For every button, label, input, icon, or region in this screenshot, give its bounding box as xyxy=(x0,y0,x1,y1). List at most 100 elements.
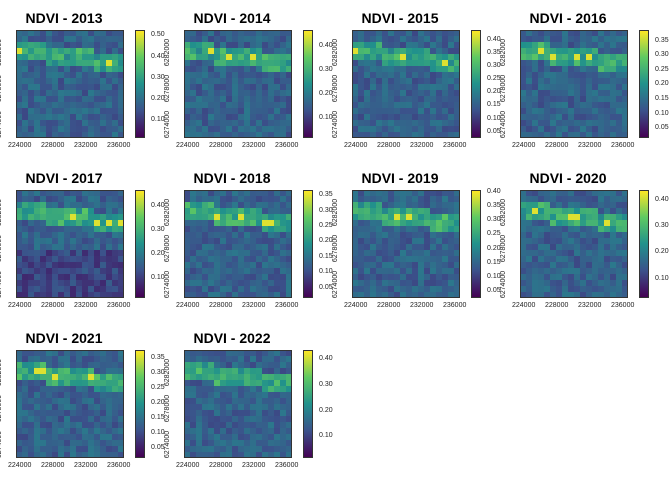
raster-cell xyxy=(400,214,407,221)
raster-cell xyxy=(208,404,215,411)
raster-cell xyxy=(550,108,557,115)
raster-cell xyxy=(622,108,628,115)
raster-cell xyxy=(592,214,599,221)
raster-cell xyxy=(610,244,617,251)
raster-cell xyxy=(196,280,203,287)
raster-cell xyxy=(358,226,365,233)
raster-cell xyxy=(250,398,257,405)
colorbar-tick-label: 0.30 xyxy=(151,73,165,81)
raster-cell xyxy=(592,256,599,263)
raster-cell xyxy=(274,102,281,109)
raster-cell xyxy=(574,54,581,61)
colorbar-tick-label: 0.40 xyxy=(655,195,669,203)
raster-cell xyxy=(52,362,59,369)
raster-cell xyxy=(370,114,377,121)
raster-cell xyxy=(190,292,197,298)
raster-cell xyxy=(214,380,221,387)
ndvi-raster xyxy=(352,30,460,138)
raster-cell xyxy=(28,250,35,257)
raster-cell xyxy=(574,292,581,298)
raster-cell xyxy=(532,42,539,49)
raster-cell xyxy=(436,202,443,209)
raster-cell xyxy=(28,368,35,375)
raster-cell xyxy=(364,48,371,55)
raster-cell xyxy=(34,114,41,121)
raster-cell xyxy=(556,250,563,257)
raster-cell xyxy=(280,36,287,43)
raster-cell xyxy=(100,114,107,121)
raster-cell xyxy=(94,72,101,79)
raster-cell xyxy=(58,250,65,257)
raster-cell xyxy=(202,256,209,263)
raster-cell xyxy=(190,362,197,369)
raster-cell xyxy=(232,422,239,429)
raster-cell xyxy=(520,196,527,203)
raster-cell xyxy=(604,280,611,287)
raster-cell xyxy=(220,196,227,203)
colorbar-tick-label: 0.10 xyxy=(151,116,165,124)
raster-cell xyxy=(22,108,29,115)
raster-cell xyxy=(568,54,575,61)
raster-cell xyxy=(34,362,41,369)
raster-cell xyxy=(622,262,628,269)
raster-cell xyxy=(64,434,71,441)
raster-cell xyxy=(100,196,107,203)
raster-cell xyxy=(106,108,113,115)
raster-cell xyxy=(226,268,233,275)
raster-cell xyxy=(34,434,41,441)
raster-cell xyxy=(448,196,455,203)
raster-cell xyxy=(400,286,407,293)
raster-cell xyxy=(580,78,587,85)
raster-cell xyxy=(34,102,41,109)
raster-cell xyxy=(100,96,107,103)
raster-cell xyxy=(118,428,124,435)
raster-cell xyxy=(436,256,443,263)
raster-cell xyxy=(550,78,557,85)
raster-cell xyxy=(622,256,628,263)
raster-cell xyxy=(538,72,545,79)
raster-cell xyxy=(592,48,599,55)
raster-cell xyxy=(118,132,124,138)
raster-cell xyxy=(268,126,275,133)
raster-cell xyxy=(622,54,628,61)
raster-cell xyxy=(520,256,527,263)
raster-cell xyxy=(604,132,611,138)
raster-cell xyxy=(262,72,269,79)
raster-cell xyxy=(28,190,35,197)
raster-cell xyxy=(616,214,623,221)
raster-cell xyxy=(454,214,460,221)
raster-cell xyxy=(106,96,113,103)
y-tick-label: 6278000 xyxy=(164,234,172,263)
x-tick-label: 224000 xyxy=(176,302,200,309)
raster-cell xyxy=(58,280,65,287)
raster-cell xyxy=(580,72,587,79)
raster-cell xyxy=(70,250,77,257)
raster-cell xyxy=(412,30,419,37)
raster-cell xyxy=(34,126,41,133)
raster-cell xyxy=(112,262,119,269)
raster-cell xyxy=(82,84,89,91)
raster-cell xyxy=(22,398,29,405)
raster-cell xyxy=(448,214,455,221)
raster-cell xyxy=(106,392,113,399)
raster-cell xyxy=(550,244,557,251)
raster-cell xyxy=(424,208,431,215)
raster-cell xyxy=(280,356,287,363)
raster-cell xyxy=(604,84,611,91)
raster-cell xyxy=(214,196,221,203)
raster-cell xyxy=(520,232,527,239)
raster-cell xyxy=(184,422,191,429)
raster-cell xyxy=(88,452,95,458)
raster-cell xyxy=(250,286,257,293)
raster-cell xyxy=(520,78,527,85)
raster-cell xyxy=(214,214,221,221)
raster-cell xyxy=(16,42,23,49)
raster-cell xyxy=(238,286,245,293)
raster-cell xyxy=(430,280,437,287)
raster-cell xyxy=(118,42,124,49)
raster-cell xyxy=(616,60,623,67)
raster-cell xyxy=(214,374,221,381)
raster-cell xyxy=(406,48,413,55)
raster-cell xyxy=(574,126,581,133)
raster-cell xyxy=(196,410,203,417)
